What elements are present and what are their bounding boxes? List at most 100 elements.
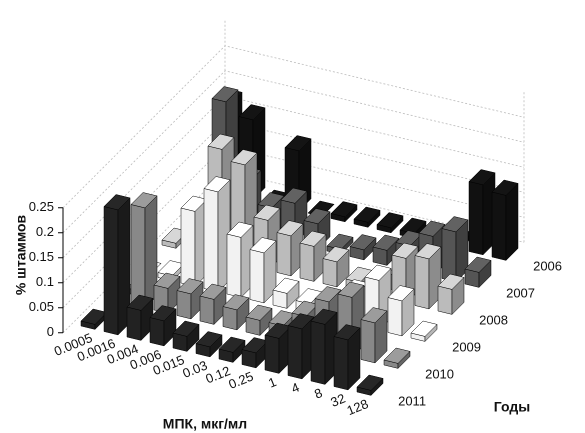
bar-front (414, 255, 430, 310)
bar-front (130, 204, 146, 309)
bar (130, 192, 158, 309)
bar (226, 221, 254, 299)
bar-top (126, 294, 154, 311)
bar (322, 246, 350, 288)
bar (199, 283, 227, 326)
bar (310, 308, 338, 386)
bar-front (441, 228, 457, 283)
bar-top (103, 194, 131, 211)
bar (149, 305, 177, 347)
bar-top (211, 86, 239, 103)
bar (491, 179, 519, 262)
grid-line (62, 70, 525, 234)
x-axis-label: МПК, мкг/мл (163, 416, 247, 432)
x-tick-label: 8 (312, 385, 324, 402)
bar-top (153, 272, 181, 289)
bar-top (203, 176, 231, 193)
bar-top (391, 242, 419, 259)
bar-top (437, 273, 465, 290)
bar-front (299, 242, 315, 282)
bar (333, 324, 361, 391)
x-tick-label: 1 (266, 374, 278, 391)
bar-front (333, 336, 349, 391)
bar (287, 313, 315, 380)
bar-top (276, 220, 304, 237)
bar-top (287, 313, 315, 330)
bar (376, 212, 404, 234)
bar-top (195, 331, 223, 348)
bar-top (284, 135, 312, 152)
bar-top (130, 192, 158, 209)
bar (410, 320, 438, 343)
bar-top (491, 179, 519, 196)
bar-top (218, 336, 246, 353)
bar-top (280, 187, 308, 204)
bar-top (468, 169, 496, 186)
bar-top (253, 204, 281, 221)
bar-top (199, 283, 227, 300)
bar (241, 337, 269, 369)
bar-top (349, 234, 377, 251)
bar-front (222, 306, 238, 331)
bar-top (418, 220, 446, 237)
bar-top (230, 149, 258, 166)
z-tick-label: 0 (47, 324, 54, 339)
bar-top (441, 216, 469, 233)
x-tick-label: 4 (289, 380, 301, 397)
bar-front (360, 319, 376, 364)
bar (245, 304, 273, 337)
bar-top (364, 264, 392, 281)
bar (180, 195, 208, 288)
x-tick-label: 0.25 (226, 369, 255, 392)
bar (353, 206, 381, 228)
bar-top (226, 221, 254, 238)
bar-front (264, 334, 280, 374)
bar-top (245, 304, 273, 321)
bar-side (505, 182, 519, 262)
bar (222, 294, 250, 331)
bar-front (437, 285, 453, 315)
bar-top (176, 278, 204, 295)
y-tick-label: 2006 (533, 258, 562, 273)
bar (172, 320, 200, 353)
bar (80, 308, 108, 331)
bar-top (333, 324, 361, 341)
bar-top (249, 237, 277, 254)
bar (468, 169, 496, 256)
bar-top (387, 285, 415, 302)
bar-front (180, 207, 196, 287)
bar-front (176, 290, 192, 320)
bar-front (387, 297, 403, 337)
bar-top (464, 256, 492, 273)
bar-front (287, 325, 303, 380)
bar-top (149, 305, 177, 322)
bar-front (249, 249, 265, 304)
z-tick-label: 0.15 (29, 249, 54, 264)
bar-top (410, 320, 438, 337)
z-tick-label: 0.1 (36, 274, 54, 289)
bar-top (356, 374, 384, 391)
bar (349, 234, 377, 261)
bar-front (310, 320, 326, 385)
y-axis-label: Годы (494, 399, 530, 415)
bar (414, 243, 442, 310)
bar (464, 256, 492, 289)
bar-front (199, 295, 215, 325)
bar-top (310, 308, 338, 325)
bar (103, 194, 131, 336)
bar (356, 374, 384, 397)
y-tick-label: 2009 (452, 339, 481, 354)
bar-front (468, 181, 484, 256)
bar-top (372, 234, 400, 251)
z-axis-label: % штаммов (13, 214, 29, 295)
bar (195, 331, 223, 358)
bar (249, 237, 277, 304)
bar-top (272, 277, 300, 294)
bar-front (203, 188, 219, 293)
bar-top (207, 133, 235, 150)
bar-top (376, 212, 404, 229)
bar-front (103, 206, 119, 336)
bar-top (238, 104, 266, 121)
bar-top (353, 206, 381, 223)
